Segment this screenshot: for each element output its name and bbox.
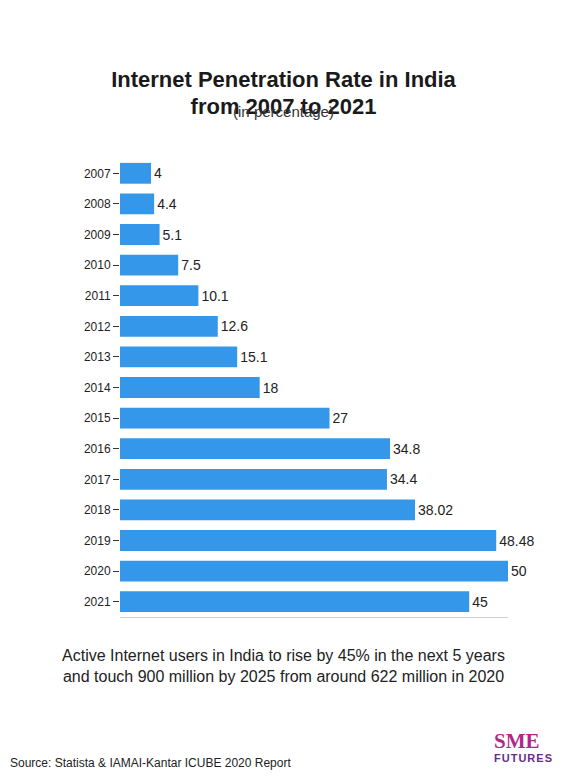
svg-text:10.1: 10.1 (201, 288, 228, 304)
svg-text:2019: 2019 (84, 534, 111, 548)
svg-text:4.4: 4.4 (157, 196, 177, 212)
svg-text:45: 45 (472, 594, 488, 610)
svg-text:2007: 2007 (84, 167, 111, 181)
svg-text:4: 4 (154, 165, 162, 181)
svg-text:34.4: 34.4 (390, 471, 417, 487)
svg-text:2013: 2013 (84, 350, 111, 364)
html-text:Active Internet users in India: Active Internet users in India to rise b… (62, 647, 505, 685)
html-text:Source: Statista & IAMAI-Kanta: Source: Statista & IAMAI-Kantar ICUBE 20… (10, 756, 291, 770)
svg-text:2009: 2009 (84, 228, 111, 242)
html-text:(in percentage): (in percentage) (233, 103, 334, 120)
svg-text:2021: 2021 (84, 595, 111, 609)
html-text:Internet Penetration Rate in I: Internet Penetration Rate in India from … (111, 67, 456, 119)
svg-text:2020: 2020 (84, 564, 111, 578)
svg-text:2012: 2012 (84, 320, 111, 334)
svg-text:34.8: 34.8 (393, 441, 420, 457)
svg-text:2008: 2008 (84, 197, 111, 211)
svg-text:48.48: 48.48 (499, 533, 534, 549)
svg-text:7.5: 7.5 (181, 257, 201, 273)
svg-text:15.1: 15.1 (240, 349, 267, 365)
svg-text:2010: 2010 (84, 258, 111, 272)
svg-text:12.6: 12.6 (221, 318, 248, 334)
svg-text:2011: 2011 (85, 289, 111, 303)
svg-text:2016: 2016 (84, 442, 111, 456)
html-text:FUTURES: FUTURES (494, 752, 553, 764)
svg-text:2018: 2018 (84, 503, 111, 517)
svg-text:2014: 2014 (84, 381, 111, 395)
svg-text:50: 50 (511, 563, 527, 579)
svg-text:27: 27 (333, 410, 349, 426)
svg-text:5.1: 5.1 (163, 227, 183, 243)
svg-text:18: 18 (263, 380, 279, 396)
svg-text:2017: 2017 (84, 473, 111, 487)
html-text:SME: SME (494, 729, 540, 753)
svg-text:2015: 2015 (84, 411, 111, 425)
svg-text:38.02: 38.02 (418, 502, 453, 518)
